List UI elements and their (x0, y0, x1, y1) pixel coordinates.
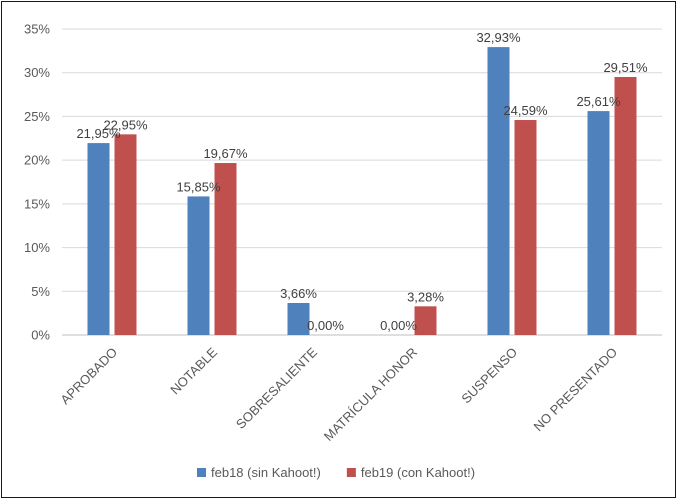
bar-series1-2 (287, 303, 310, 335)
bar-series1-1 (187, 196, 210, 335)
legend-label-series1: feb18 (sin Kahoot!) (211, 465, 321, 480)
category-label-0: APROBADO (57, 345, 120, 408)
category-label-3: MATRÍCULA HONOR (321, 345, 420, 444)
y-tick-label-30: 30% (24, 65, 50, 80)
y-tick-label-25: 25% (24, 109, 50, 124)
bar-series1-4 (487, 47, 510, 335)
data-label-series1-2: 3,66% (280, 286, 317, 301)
data-label-series2-4: 24,59% (503, 103, 548, 118)
data-label-series1-0: 21,95% (76, 126, 121, 141)
category-label-1: NOTABLE (167, 344, 220, 397)
y-tick-label-0: 0% (31, 328, 50, 343)
bar-series1-5 (587, 111, 610, 335)
data-label-series1-5: 25,61% (576, 94, 621, 109)
bar-series1-0 (87, 143, 110, 335)
legend-swatch-series1 (197, 468, 206, 477)
data-labels: 21,95%22,95% 15,85% 19,67% 3,66% 0,00% 0,00% 3… (76, 30, 648, 333)
bar-series2-0 (114, 134, 137, 335)
y-tick-label-10: 10% (24, 240, 50, 255)
y-tick-label-35: 35% (24, 22, 50, 37)
data-label-series1-1: 15,85% (176, 179, 221, 194)
category-label-4: SUSPENSO (458, 345, 520, 407)
category-label-5: NO PRESENTADO (531, 345, 621, 435)
data-label-series2-0: 22,95% (103, 117, 148, 132)
data-label-series2-3: 3,28% (407, 289, 444, 304)
x-axis-categories: APROBADO NOTABLE SOBRESALIENTE MATRÍCULA HO… (57, 344, 620, 444)
legend: feb18 (sin Kahoot!) feb19 (con Kahoot!) (197, 465, 475, 480)
gridlines (62, 28, 662, 336)
data-label-series2-2: 0,00% (307, 318, 344, 333)
bar-series2-1 (214, 163, 237, 335)
y-tick-label-15: 15% (24, 196, 50, 211)
y-tick-label-5: 5% (31, 284, 50, 299)
data-label-series1-3: 0,00% (380, 318, 417, 333)
bar-series2-3 (414, 306, 437, 335)
data-label-series2-5: 29,51% (603, 60, 648, 75)
legend-swatch-series2 (346, 468, 356, 477)
bar-series2-4 (514, 120, 537, 335)
y-axis-ticks: 0% 5% 10% 15% 20% 25% 30% 35% (24, 22, 50, 343)
data-label-series2-1: 19,67% (203, 146, 248, 161)
data-label-series1-4: 32,93% (476, 30, 521, 45)
category-label-2: SOBRESALIENTE (233, 344, 320, 431)
bar-series2-5 (614, 76, 637, 335)
bars (87, 47, 637, 335)
legend-label-series2: feb19 (con Kahoot!) (361, 465, 475, 480)
y-tick-label-20: 20% (24, 153, 50, 168)
